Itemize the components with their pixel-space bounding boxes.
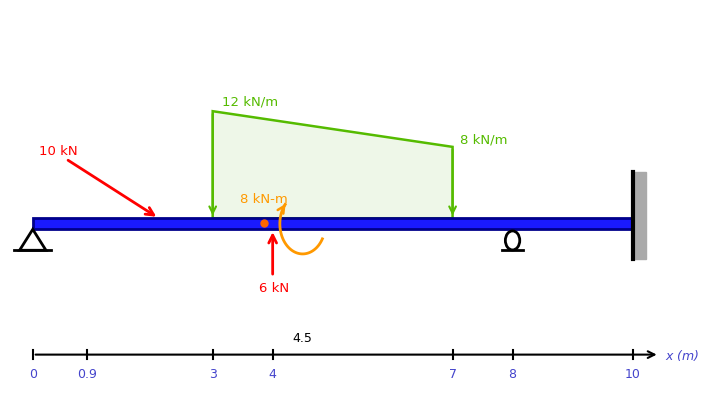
Text: 0: 0 [28, 367, 37, 380]
Text: 4: 4 [269, 367, 277, 380]
Text: 8 kN/m: 8 kN/m [460, 134, 507, 146]
Bar [633, 173, 646, 260]
Text: 7: 7 [449, 367, 456, 380]
Text: 4.5: 4.5 [293, 331, 313, 344]
Text: 10: 10 [624, 367, 641, 380]
Text: 3: 3 [209, 367, 217, 380]
Text: 12 kN/m: 12 kN/m [222, 95, 278, 109]
Text: 0.9: 0.9 [77, 367, 97, 380]
Text: 10 kN: 10 kN [39, 145, 77, 158]
Bar [33, 219, 633, 230]
Text: 8 kN-m: 8 kN-m [240, 192, 287, 205]
Text: 6 kN: 6 kN [260, 282, 289, 294]
Text: $x$ (m): $x$ (m) [665, 347, 700, 362]
Polygon shape [213, 112, 453, 219]
Text: 8: 8 [508, 367, 517, 380]
